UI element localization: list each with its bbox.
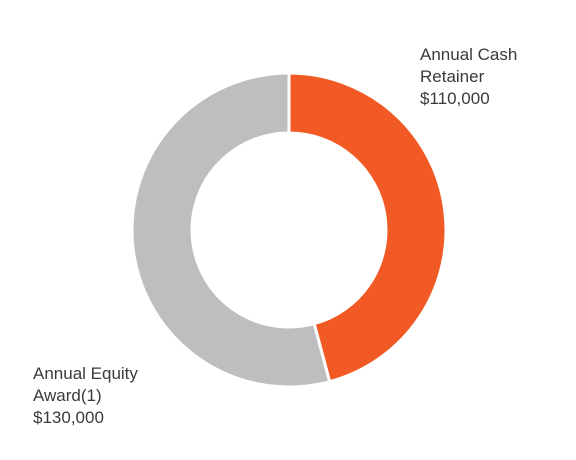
slice-label-annual-cash-retainer: Annual Cash Retainer $110,000 bbox=[420, 44, 517, 110]
slice-label-line: Retainer bbox=[420, 67, 485, 86]
slice-value-label: $130,000 bbox=[33, 408, 104, 427]
slice-annual-cash-retainer bbox=[287, 71, 448, 384]
slice-value-label: $110,000 bbox=[420, 89, 490, 108]
slice-label-line: Award(1) bbox=[33, 386, 102, 405]
slice-label-annual-equity-award: Annual Equity Award(1) $130,000 bbox=[33, 363, 138, 429]
slice-label-line: Annual Equity bbox=[33, 364, 138, 383]
slice-annual-equity-award bbox=[130, 71, 332, 389]
slice-label-line: Annual Cash bbox=[420, 45, 518, 64]
